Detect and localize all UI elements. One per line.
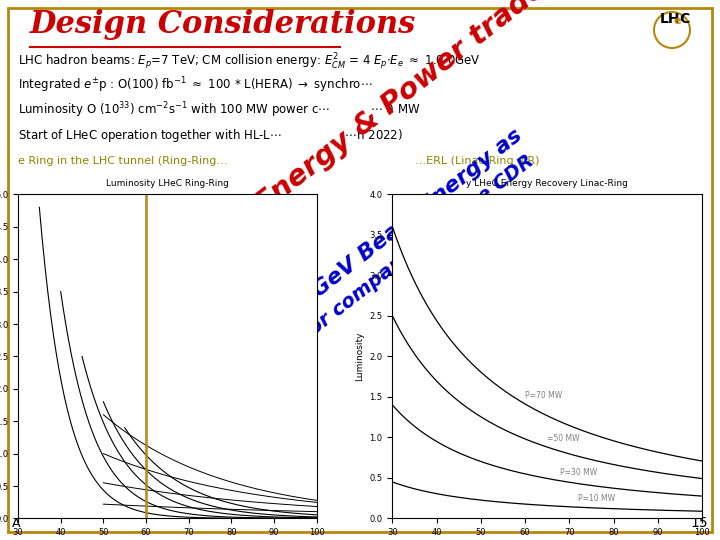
Text: Design Considerations: Design Considerations — [30, 9, 416, 40]
Text: C: C — [679, 12, 689, 26]
Text: P=10 MW: P=10 MW — [578, 494, 616, 503]
Title: Luminosity LHeC Ring-Ring: Luminosity LHeC Ring-Ring — [106, 179, 229, 188]
Y-axis label: Luminosity: Luminosity — [355, 332, 364, 381]
Text: e Ring in the LHC tunnel (Ring-Ring…: e Ring in the LHC tunnel (Ring-Ring… — [18, 156, 228, 166]
Title: y LHeC Energy Recovery Linac-Ring: y LHeC Energy Recovery Linac-Ring — [467, 179, 628, 188]
Text: Luminosity O (10$^{33}$) cm$^{-2}$s$^{-1}$ with 100 MW power c$\cdots$          : Luminosity O (10$^{33}$) cm$^{-2}$s$^{-1… — [18, 100, 420, 120]
Text: P=70 MW: P=70 MW — [525, 391, 562, 400]
Text: reference case for comparison in the CDR: reference case for comparison in the CDR — [166, 151, 538, 448]
Text: P=30 MW: P=30 MW — [560, 468, 598, 477]
Text: e: e — [673, 16, 680, 26]
Text: Start of LHeC operation together with HL-L$\cdots$                 $\cdots$n 202: Start of LHeC operation together with HL… — [18, 127, 403, 144]
Text: …ERL (Linac-Ring -LR): …ERL (Linac-Ring -LR) — [415, 156, 539, 166]
Text: =50 MW: =50 MW — [547, 434, 580, 443]
Text: We chose 60GeV Beam Energy as: We chose 60GeV Beam Energy as — [185, 125, 526, 398]
Text: A: A — [12, 517, 20, 530]
Text: Luminosity - Energy & Power tradeoff: Luminosity - Energy & Power tradeoff — [81, 0, 587, 350]
Text: LH: LH — [660, 12, 680, 26]
Text: 15: 15 — [690, 516, 708, 530]
Text: LHC hadron beams: $E_p$=7 TeV; CM collision energy: $E^2_{CM}$ = 4 $E_p$$\cdot$$: LHC hadron beams: $E_p$=7 TeV; CM collis… — [18, 51, 481, 72]
Text: Integrated $e^{\pm}$p : O(100) fb$^{-1}$ $\approx$ 100 * L(HERA) $\rightarrow$ s: Integrated $e^{\pm}$p : O(100) fb$^{-1}$… — [18, 76, 372, 95]
